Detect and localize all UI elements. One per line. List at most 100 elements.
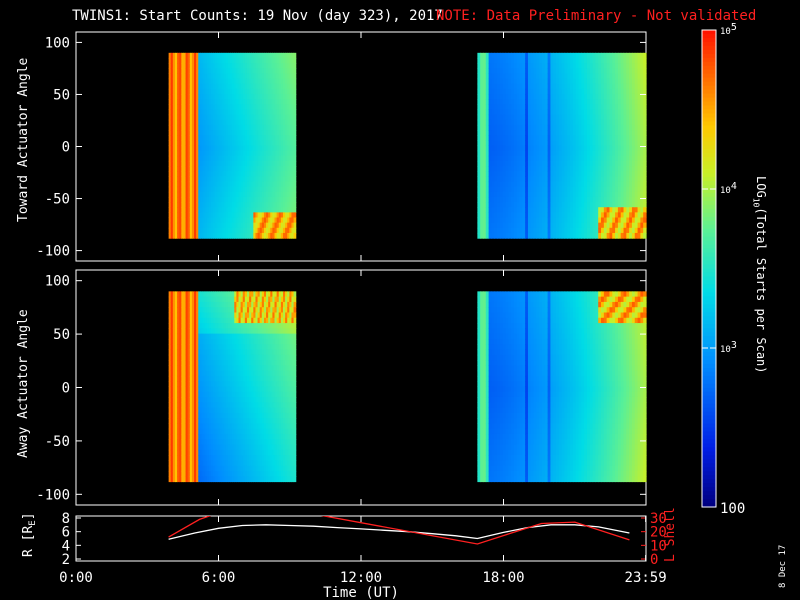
- heatmap-cell: [213, 140, 216, 147]
- heatmap-cell: [539, 166, 543, 172]
- heatmap-cell: [206, 135, 210, 141]
- heatmap-cell: [177, 407, 180, 414]
- heatmap-cell: [477, 176, 481, 183]
- heatmap-cell: [291, 114, 295, 121]
- heatmap-cell: [234, 145, 237, 152]
- heatmap-cell: [198, 412, 201, 419]
- heatmap-cell: [634, 57, 639, 64]
- heatmap-cell: [525, 171, 529, 177]
- heatmap-cell: [629, 109, 633, 116]
- heatmap-cell: [293, 104, 297, 111]
- heatmap-cell: [196, 114, 199, 121]
- heatmap-cell: [287, 83, 290, 90]
- heatmap-cell: [236, 130, 240, 136]
- heatmap-cell: [643, 140, 647, 147]
- heatmap-cell: [603, 166, 608, 172]
- heatmap-cell: [253, 217, 257, 224]
- heatmap-cell: [522, 135, 526, 141]
- heatmap-cell: [257, 93, 261, 100]
- heatmap-cell: [268, 207, 271, 213]
- heatmap-cell: [280, 181, 284, 188]
- heatmap-cell: [189, 365, 193, 372]
- heatmap-cell: [238, 217, 242, 224]
- heatmap-cell: [581, 78, 585, 85]
- heatmap-cell: [234, 212, 237, 219]
- heatmap-cell: [293, 140, 297, 147]
- heatmap-cell: [187, 186, 191, 193]
- heatmap-cell: [634, 68, 639, 75]
- heatmap-cell: [223, 155, 227, 162]
- heatmap-cell: [215, 191, 218, 198]
- heatmap-cell: [189, 227, 193, 234]
- heatmap-cell: [194, 63, 197, 69]
- heatmap-cell: [270, 217, 273, 224]
- heatmap-cell: [477, 166, 481, 172]
- heatmap-cell: [570, 222, 574, 229]
- heatmap-cell: [530, 222, 535, 229]
- heatmap-cell: [196, 135, 199, 141]
- heatmap-cell: [511, 130, 515, 136]
- heatmap-cell: [609, 73, 613, 80]
- heatmap-cell: [174, 470, 178, 477]
- heatmap-cell: [234, 217, 237, 224]
- heatmap-cell: [289, 73, 293, 80]
- heatmap-cell: [558, 196, 563, 203]
- heatmap-cell: [266, 104, 269, 111]
- heatmap-cell: [181, 338, 185, 345]
- heatmap-cell: [561, 222, 566, 229]
- heatmap-cell: [620, 52, 625, 59]
- heatmap-cell: [196, 227, 199, 234]
- heatmap-cell: [253, 119, 257, 126]
- heatmap-cell: [168, 423, 172, 430]
- heatmap-cell: [530, 217, 535, 224]
- heatmap-cell: [609, 57, 613, 64]
- heatmap-cell: [620, 222, 625, 229]
- heatmap-cell: [623, 155, 627, 162]
- heatmap-cell: [253, 88, 257, 95]
- heatmap-cell: [511, 222, 515, 229]
- heatmap-cell: [494, 166, 498, 172]
- heatmap-cell: [272, 124, 276, 131]
- heatmap-cell: [208, 52, 212, 59]
- heatmap-cell: [598, 73, 602, 80]
- heatmap-cell: [634, 227, 639, 234]
- heatmap-cell: [232, 222, 235, 229]
- heatmap-cell: [196, 171, 199, 177]
- heatmap-cell: [634, 191, 639, 198]
- heatmap-cell: [202, 68, 206, 75]
- heatmap-cell: [179, 124, 182, 131]
- heatmap-cell: [586, 130, 591, 136]
- heatmap-cell: [249, 135, 252, 141]
- heatmap-cell: [617, 83, 622, 90]
- heatmap-cell: [198, 150, 201, 157]
- heatmap-cell: [261, 207, 265, 213]
- heatmap-cell: [196, 145, 199, 152]
- heatmap-cell: [232, 140, 235, 147]
- heatmap-cell: [634, 186, 639, 193]
- heatmap-cell: [253, 232, 257, 239]
- heatmap-cell: [556, 73, 560, 80]
- heatmap-cell: [187, 145, 191, 152]
- heatmap-cell: [223, 99, 227, 105]
- heatmap-cell: [561, 181, 566, 188]
- heatmap-cell: [202, 160, 206, 167]
- heatmap-cell: [272, 109, 276, 116]
- heatmap-cell: [525, 135, 529, 141]
- heatmap-cell: [550, 166, 554, 172]
- heatmap-cell: [601, 196, 605, 203]
- heatmap-cell: [586, 227, 591, 234]
- heatmap-cell: [289, 222, 293, 229]
- heatmap-cell: [499, 109, 504, 116]
- heatmap-cell: [544, 196, 549, 203]
- heatmap-cell: [592, 109, 597, 116]
- heatmap-cell: [586, 232, 591, 239]
- heatmap-cell: [516, 88, 521, 95]
- heatmap-cell: [249, 196, 252, 203]
- heatmap-cell: [491, 78, 495, 85]
- heatmap-cell: [170, 402, 174, 409]
- heatmap-cell: [266, 232, 269, 239]
- heatmap-cell: [575, 88, 580, 95]
- heatmap-cell: [603, 202, 608, 208]
- heatmap-cell: [208, 217, 212, 224]
- heatmap-cell: [172, 176, 176, 183]
